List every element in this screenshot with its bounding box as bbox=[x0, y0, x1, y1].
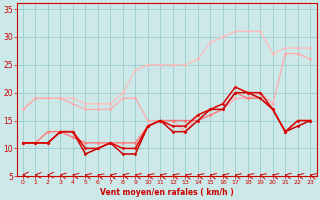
X-axis label: Vent moyen/en rafales ( km/h ): Vent moyen/en rafales ( km/h ) bbox=[100, 188, 234, 197]
